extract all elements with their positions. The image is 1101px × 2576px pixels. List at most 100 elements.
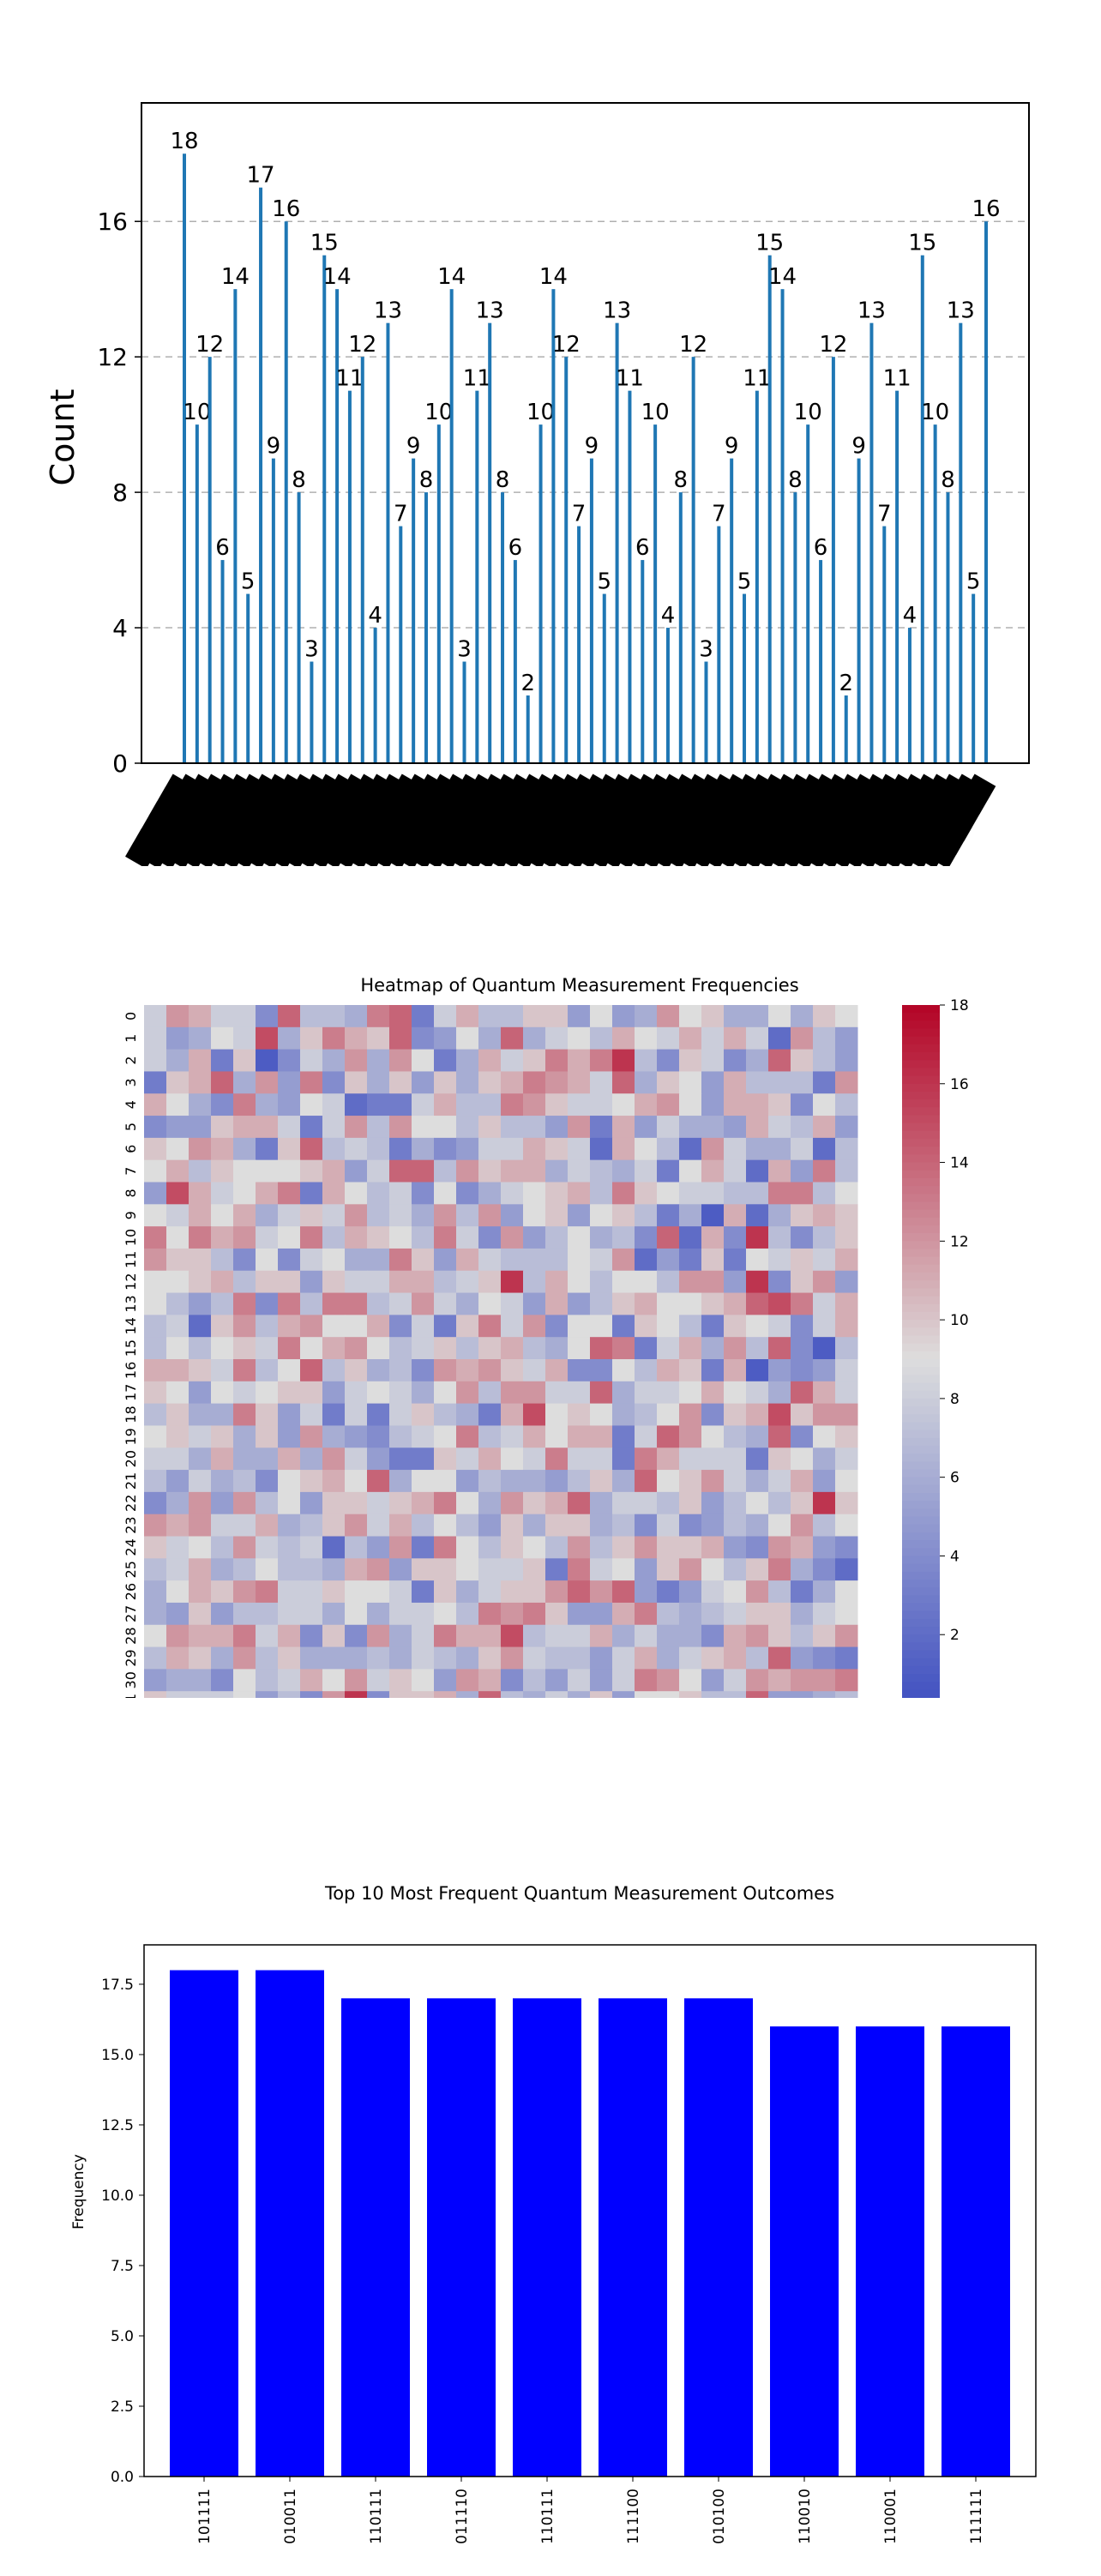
heatmap-cell (456, 1625, 479, 1647)
heatmap-cell (233, 1625, 256, 1647)
heatmap-cell (679, 1116, 702, 1138)
heatmap-cell (456, 1425, 479, 1447)
heatmap-cell (791, 1093, 814, 1116)
heatmap-cell (345, 1005, 368, 1027)
heatmap-cell (367, 1580, 390, 1603)
heatmap-cell (278, 1359, 301, 1381)
heatmap-cell (256, 1050, 279, 1072)
heatmap-colorbar-segment (902, 1359, 940, 1368)
histogram-bar (768, 256, 772, 763)
heatmap-cell (166, 1226, 190, 1249)
heatmap-cell (746, 1050, 769, 1072)
heatmap-cell (501, 1293, 524, 1315)
heatmap-colorbar-segment (902, 1532, 940, 1541)
heatmap-cell (144, 1183, 167, 1205)
heatmap-cell (501, 1005, 524, 1027)
heatmap-cell (701, 1580, 725, 1603)
heatmap-y-tick-label: 16 (123, 1362, 139, 1379)
heatmap-cell (412, 1447, 435, 1470)
heatmap-cell (523, 1005, 546, 1027)
heatmap-cell (144, 1447, 167, 1470)
heatmap-cell (412, 1271, 435, 1293)
heatmap-cell (322, 1425, 346, 1447)
heatmap-cell (367, 1558, 390, 1580)
heatmap-y-tick-label: 2 (123, 1056, 139, 1064)
heatmap-cell (144, 1470, 167, 1492)
heatmap-cell (657, 1647, 680, 1670)
heatmap-cell (278, 1691, 301, 1698)
heatmap-cell (189, 1183, 212, 1205)
heatmap-cell (189, 1138, 212, 1160)
heatmap-cell (322, 1580, 346, 1603)
heatmap-colorbar-tick-label: 18 (950, 997, 969, 1014)
heatmap-cell (322, 1226, 346, 1249)
histogram-bar (921, 256, 924, 763)
histogram-bar (348, 391, 352, 763)
heatmap-cell (590, 1271, 613, 1293)
heatmap-colorbar-segment (902, 1634, 940, 1643)
heatmap-cell (322, 1249, 346, 1271)
heatmap-cell (701, 1381, 725, 1404)
heatmap-cell (635, 1603, 658, 1625)
heatmap-cell (389, 1603, 412, 1625)
histogram-bar (335, 289, 339, 763)
histogram-bar (603, 594, 606, 763)
heatmap-cell (746, 1580, 769, 1603)
histogram-bar (221, 560, 225, 763)
heatmap-cell (300, 1116, 323, 1138)
heatmap-cell (189, 1271, 212, 1293)
heatmap-cell (322, 1293, 346, 1315)
heatmap-cell (746, 1691, 769, 1698)
heatmap-colorbar-segment (902, 1060, 940, 1068)
heatmap-cell (590, 1050, 613, 1072)
heatmap-cell (657, 1558, 680, 1580)
heatmap-cell (813, 1093, 836, 1116)
heatmap-cell (835, 1271, 858, 1293)
heatmap-cell (657, 1027, 680, 1050)
heatmap-cell (456, 1580, 479, 1603)
heatmap-cell (635, 1470, 658, 1492)
heatmap-cell (278, 1381, 301, 1404)
heatmap-cell (144, 1691, 167, 1698)
heatmap-cell (746, 1537, 769, 1559)
heatmap-cell (724, 1271, 747, 1293)
heatmap-cell (679, 1625, 702, 1647)
heatmap-cell (456, 1647, 479, 1670)
heatmap-cell (412, 1050, 435, 1072)
heatmap-cell (813, 1647, 836, 1670)
histogram-bar (310, 662, 313, 763)
histogram-bar (399, 527, 402, 763)
heatmap-cell (434, 1492, 457, 1514)
top10-title: Top 10 Most Frequent Quantum Measurement… (324, 1883, 834, 1904)
heatmap-cell (412, 1558, 435, 1580)
heatmap-cell (278, 1647, 301, 1670)
heatmap-cell (746, 1359, 769, 1381)
heatmap-cell (768, 1359, 791, 1381)
heatmap-cell (189, 1315, 212, 1337)
heatmap-cell (590, 1071, 613, 1093)
heatmap-cell (635, 1027, 658, 1050)
heatmap-colorbar-segment (902, 1367, 940, 1375)
heatmap-colorbar-segment (902, 1383, 940, 1392)
heatmap-cell (211, 1116, 234, 1138)
heatmap-cell (300, 1470, 323, 1492)
heatmap-cell (768, 1226, 791, 1249)
heatmap-cell (166, 1337, 190, 1359)
heatmap-colorbar-segment (902, 1422, 940, 1430)
heatmap-cell (278, 1537, 301, 1559)
histogram-bar (908, 628, 911, 763)
heatmap-cell (545, 1425, 569, 1447)
top10-x-tick-label: 110001 (882, 2489, 899, 2544)
heatmap-cell (345, 1116, 368, 1138)
heatmap-cell (701, 1138, 725, 1160)
heatmap-y-tick-label: 29 (123, 1649, 139, 1666)
heatmap-cell (835, 1116, 858, 1138)
heatmap-colorbar-segment (902, 1478, 940, 1486)
histogram-data-label: 12 (819, 332, 847, 358)
heatmap-cell (233, 1492, 256, 1514)
heatmap-cell (768, 1669, 791, 1691)
heatmap-cell (791, 1603, 814, 1625)
heatmap-cell (389, 1071, 412, 1093)
heatmap-cell (768, 1381, 791, 1404)
heatmap-cell (322, 1691, 346, 1698)
